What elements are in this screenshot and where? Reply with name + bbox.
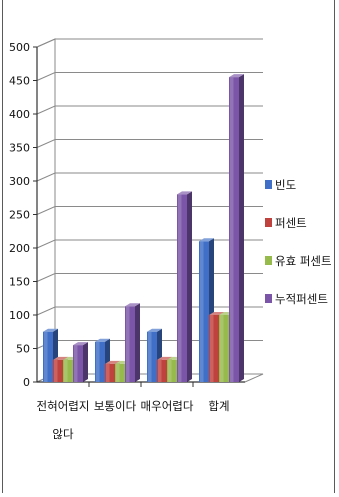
bar-front [199, 241, 209, 382]
x-tick-label: 않다 [52, 427, 74, 441]
bar [125, 303, 140, 382]
bar-highlight [96, 341, 100, 382]
bar-top [95, 338, 110, 342]
bar-top [229, 74, 244, 78]
bar-highlight [158, 359, 162, 382]
x-tick-label: 매우어렵다 [141, 399, 194, 413]
bar-highlight [200, 241, 204, 382]
y-tick-label: 350 [9, 142, 30, 155]
gridline [36, 273, 263, 282]
bar-highlight [74, 345, 78, 382]
y-tick-labels: 0 50 100 150 200 250 300 350 400 450 500 [9, 41, 30, 389]
bar-front [167, 359, 177, 382]
gridline [36, 38, 263, 48]
bar-highlight [64, 359, 68, 382]
x-tick-label: 전혀어렵지 [37, 399, 90, 413]
y-tick-label: 100 [9, 309, 30, 322]
bar-front [147, 331, 157, 382]
x-tick-label: 합계 [208, 399, 229, 413]
bar-front [157, 359, 167, 382]
gridline [36, 105, 263, 115]
y-tick-label: 300 [9, 175, 30, 188]
legend-label: 누적퍼센트 [275, 292, 328, 306]
bar-highlight [54, 359, 58, 382]
bar-highlight [106, 363, 110, 382]
legend-swatch [265, 294, 272, 303]
bar-highlight [148, 331, 152, 382]
gridline [36, 139, 263, 148]
y-tick-label: 0 [23, 376, 30, 389]
legend-swatch [265, 256, 272, 265]
legend-label: 퍼센트 [275, 216, 307, 230]
y-tick-label: 50 [16, 343, 30, 356]
bar-top [199, 238, 214, 242]
bar-side [239, 74, 244, 383]
bar [177, 191, 192, 382]
bar-highlight [220, 315, 224, 382]
y-tick-label: 450 [9, 75, 30, 88]
legend-entry: 유효 퍼센트 [265, 254, 332, 268]
y-tick-label: 500 [9, 41, 30, 54]
bar-front [53, 359, 63, 382]
gridline [36, 172, 263, 182]
bar-top [125, 303, 140, 307]
legend-entry: 퍼센트 [265, 216, 307, 230]
bar-highlight [116, 363, 120, 382]
bar [73, 342, 88, 382]
bar-front [125, 306, 135, 382]
bar-front [105, 363, 115, 382]
bar-highlight [210, 315, 214, 382]
bar [229, 74, 244, 383]
bar-front [43, 331, 53, 382]
legend-swatch [265, 218, 272, 227]
bar-side [135, 303, 140, 382]
bar-highlight [178, 194, 182, 382]
gridline [36, 239, 263, 249]
bar-front [73, 345, 83, 382]
bar-top [177, 191, 192, 195]
bar-front [177, 194, 187, 382]
bar-side [83, 342, 88, 382]
bar-front [209, 315, 219, 382]
x-tick-label: 보통이다 [94, 399, 137, 413]
y-tick-label: 400 [9, 108, 30, 121]
bars [43, 74, 244, 383]
bar-front [219, 315, 229, 382]
gridline [36, 306, 263, 316]
bar-highlight [230, 77, 234, 383]
frame-border-left [2, 0, 3, 493]
y-tick-label: 250 [9, 209, 30, 222]
legend-label: 유효 퍼센트 [275, 254, 332, 268]
bar-front [229, 77, 239, 383]
bar-side [187, 191, 192, 382]
bar-top [73, 342, 88, 346]
legend-entry: 빈도 [265, 178, 296, 192]
gridline [36, 72, 263, 81]
y-tick-label: 200 [9, 242, 30, 255]
legend-entry: 누적퍼센트 [265, 292, 328, 306]
bar-top [43, 328, 58, 332]
bar-highlight [44, 331, 48, 382]
frame-border-right [334, 0, 335, 493]
legend-swatch [265, 180, 272, 189]
bar-front [115, 363, 125, 382]
gridline [36, 206, 263, 215]
bar-top [147, 328, 162, 332]
bar-front [63, 359, 73, 382]
bar-highlight [126, 306, 130, 382]
legend-label: 빈도 [275, 178, 296, 192]
y-tick-label: 150 [9, 276, 30, 289]
bar-highlight [168, 359, 172, 382]
bar-front [95, 341, 105, 382]
